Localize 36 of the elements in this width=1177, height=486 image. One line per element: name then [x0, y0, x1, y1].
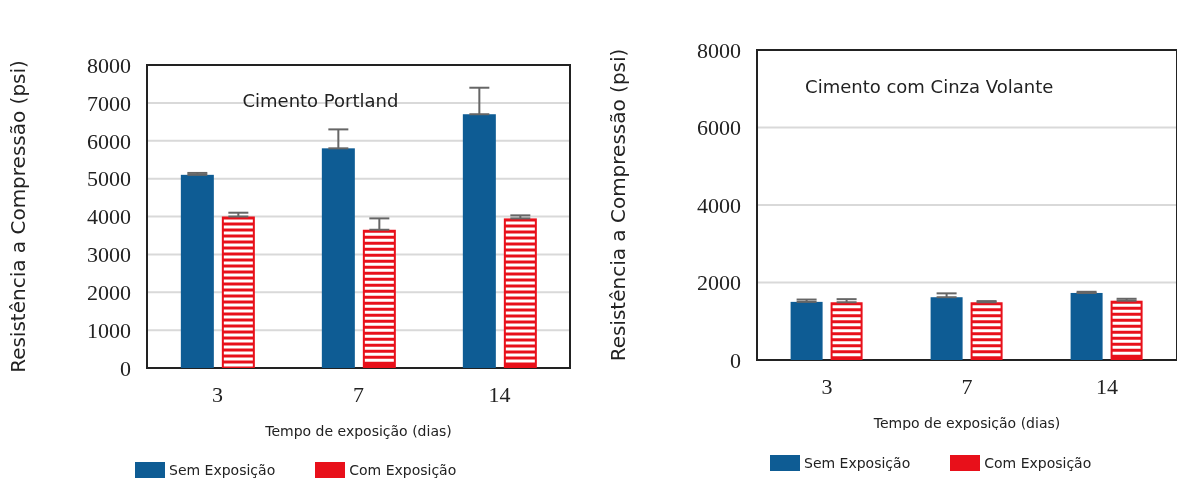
- x-tick-label: 14: [1096, 373, 1118, 399]
- y-tick-label: 8000: [87, 52, 131, 78]
- y-tick-label: 4000: [697, 192, 741, 218]
- y-tick-label: 7000: [87, 90, 131, 116]
- x-tick-label: 7: [353, 381, 364, 407]
- y-tick-label: 3000: [87, 242, 131, 268]
- x-tick-label: 3: [212, 381, 223, 407]
- y-tick-label: 0: [730, 347, 741, 373]
- bar: [1070, 292, 1103, 360]
- y-tick-label: 2000: [697, 270, 741, 296]
- y-tick-label: 8000: [697, 37, 741, 63]
- y-tick-label: 6000: [87, 128, 131, 154]
- legend-label: Sem Exposição: [804, 455, 911, 471]
- bar: [462, 114, 496, 368]
- y-tick-label: 0: [120, 355, 131, 381]
- x-axis-title: Tempo de exposição (dias): [872, 415, 1061, 431]
- bar: [321, 148, 355, 368]
- legend-label: Sem Exposição: [169, 462, 276, 478]
- y-tick-label: 6000: [697, 115, 741, 141]
- y-axis-title: Resistência a Compressão (psi): [6, 60, 31, 373]
- x-tick-label: 7: [961, 373, 973, 399]
- text: Cimento com Cinza Volante: [805, 76, 1054, 98]
- bar: [180, 174, 214, 368]
- y-axis-title: Resistência a Compressão (psi): [606, 48, 631, 362]
- y-tick-label: 5000: [87, 166, 131, 192]
- bar: [930, 297, 963, 360]
- bar: [790, 301, 823, 360]
- y-tick-label: 1000: [87, 317, 131, 343]
- text: Cimento Portland: [242, 90, 399, 112]
- x-tick-label: 3: [821, 373, 833, 399]
- x-tick-label: 14: [488, 381, 511, 407]
- legend-label: Com Exposição: [984, 455, 1092, 471]
- legend-label: Com Exposição: [349, 462, 457, 478]
- y-tick-label: 2000: [87, 280, 131, 306]
- y-tick-label: 4000: [87, 204, 131, 230]
- x-axis-title: Tempo de exposição (dias): [264, 423, 452, 439]
